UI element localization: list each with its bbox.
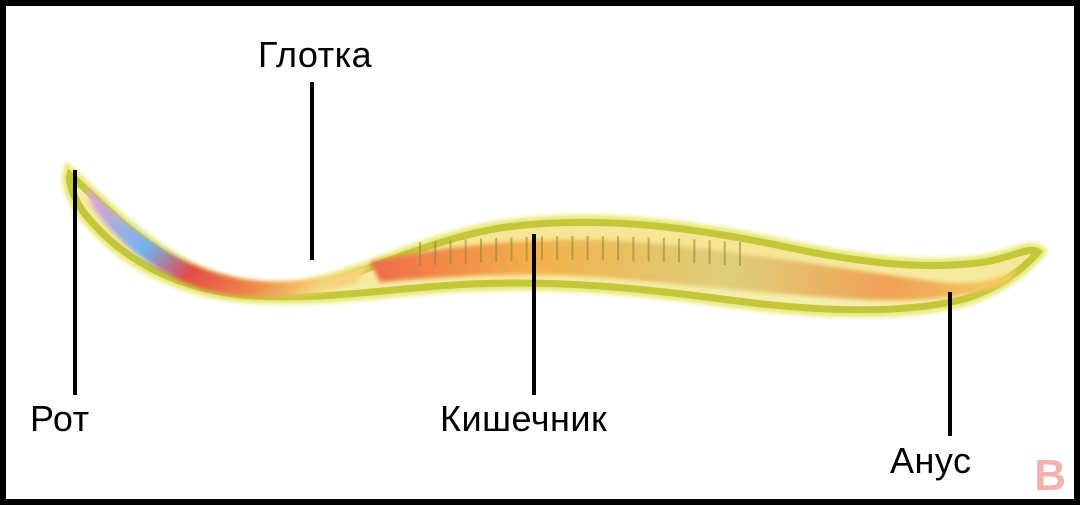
label-mouth: Рот	[30, 398, 90, 440]
diagram-frame: Глотка Рот Кишечник Анус B	[0, 0, 1080, 505]
label-anus: Анус	[890, 440, 972, 482]
pharynx-region	[85, 185, 370, 297]
watermark: B	[1034, 451, 1066, 501]
label-pharynx: Глотка	[258, 34, 372, 76]
label-intestine: Кишечник	[440, 398, 607, 440]
